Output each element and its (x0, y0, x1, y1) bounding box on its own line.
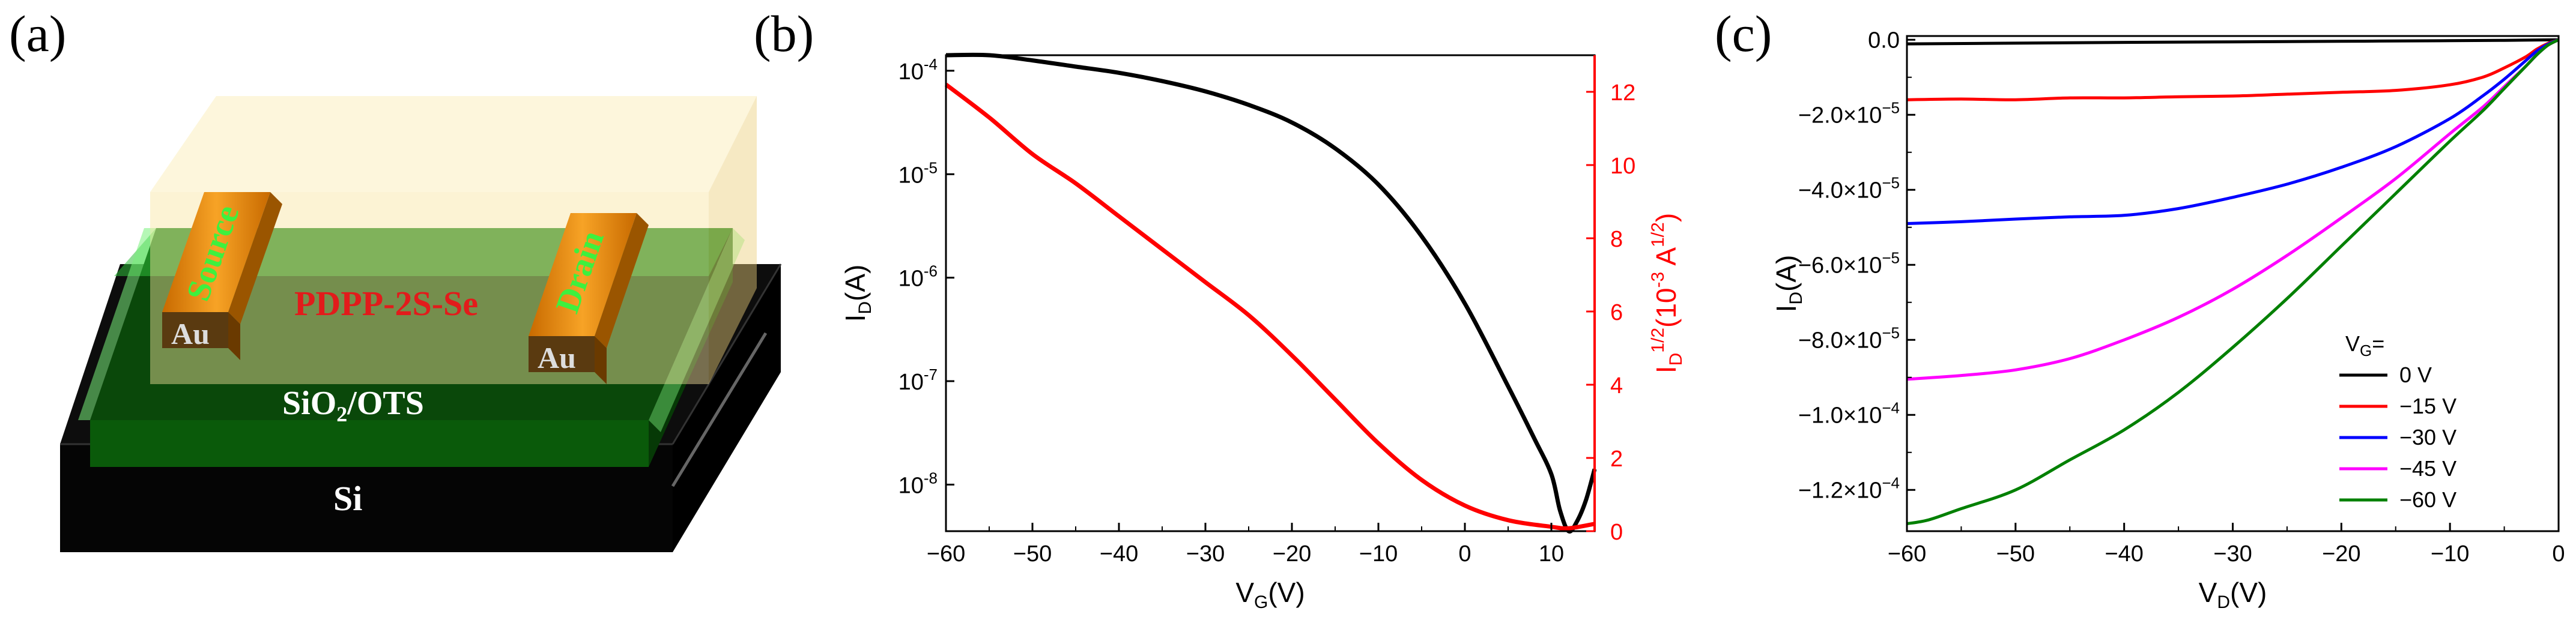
x-tick-label: −10 (2431, 541, 2469, 567)
x-tick-label: −40 (1100, 541, 1138, 567)
y-axis-title-rest: (A) (1771, 255, 1802, 292)
x-tick-label: −20 (2322, 541, 2360, 567)
x-tick-label: 0 (2552, 541, 2565, 567)
legend-label: −60 V (2399, 487, 2456, 512)
drain-electrode (529, 213, 649, 384)
y-right-title-sub: D (1666, 353, 1686, 366)
y-left-title-rest: (A) (840, 265, 871, 301)
y-axis-title: ID(A) (1771, 255, 1806, 313)
legend-label: −15 V (2399, 394, 2456, 418)
curve-vg-4 (1906, 38, 2560, 525)
y-axis-title-left: ID(A) (840, 265, 875, 322)
y-right-tick-label: 6 (1610, 300, 1623, 325)
legend-label: −30 V (2399, 425, 2456, 450)
y-left-tick-label: 10-8 (899, 469, 938, 498)
y-right-tick-label: 0 (1610, 520, 1623, 545)
dielectric-label-main: SiO (282, 385, 336, 422)
legend-title-rest: = (2372, 331, 2384, 356)
x-tick-label: −60 (927, 541, 965, 567)
y-right-tick-label: 10 (1610, 154, 1635, 179)
legend-title-sub: G (2360, 342, 2372, 360)
dielectric-label-sub: 2 (336, 402, 347, 426)
y-right-title-mid: (10 (1650, 288, 1682, 328)
legend-label: −45 V (2399, 456, 2456, 481)
x-tick-label: −10 (1359, 541, 1398, 567)
y-tick-label: −4.0×10−5 (1798, 173, 1900, 203)
au-left-label: Au (171, 317, 210, 351)
id-log-curve (945, 52, 1597, 534)
y-left-tick-label: 10-6 (899, 262, 938, 292)
curve-vg-1 (1906, 38, 2559, 101)
legend-title: VG= (2345, 331, 2384, 360)
x-tick-label: 10 (1539, 541, 1564, 567)
au-right-label: Au (538, 341, 576, 375)
dielectric-label-rest: /OTS (347, 385, 424, 422)
y-right-title-sup1: 1/2 (1648, 328, 1668, 353)
y-right-title-close: ) (1650, 213, 1682, 222)
curve-vg-3 (1906, 38, 2560, 381)
y-right-title-main: I (1650, 366, 1682, 373)
panel-label-b: (b) (754, 5, 814, 62)
y-tick-label: 0.0 (1868, 28, 1900, 53)
x-axis-title: VG(V) (1235, 577, 1305, 612)
y-right-tick-label: 12 (1610, 80, 1635, 106)
x-axis-title-sub: G (1254, 592, 1268, 612)
x-axis-title-sub: D (2217, 592, 2230, 612)
panel-label-a: (a) (9, 5, 66, 62)
x-axis-title-main: V (1235, 577, 1254, 608)
legend: VG= 0 V −15 V −30 V −45 V −60 V (2339, 331, 2456, 512)
y-axis-title-main: I (1771, 305, 1802, 313)
x-tick-label: −20 (1273, 541, 1311, 567)
y-left-title-main: I (840, 315, 871, 322)
y-tick-label: −1.2×10−4 (1798, 474, 1900, 503)
transfer-curve-chart: −60 −50 −40 −30 −20 −10 0 1010-410-510-610-710-… (840, 52, 1686, 612)
y-tick-label: −8.0×10−5 (1798, 324, 1900, 353)
y-left-tick-label: 10-5 (899, 158, 938, 188)
substrate-label: Si (333, 479, 362, 518)
y-right-title-sup2: -3 (1648, 272, 1668, 288)
x-tick-label: −30 (2213, 541, 2252, 567)
x-axis-title-rest: (V) (1268, 577, 1305, 608)
sqrt-id-curve (944, 83, 1595, 531)
device-schematic: Source Drain PDPP-2S-Se Au Au SiO2/OTS S… (60, 96, 782, 552)
plot-frame (945, 54, 1596, 532)
x-axis-title: VD(V) (2199, 577, 2267, 612)
y-right-title-unit: A (1650, 247, 1682, 272)
dielectric-label: SiO2/OTS (282, 385, 424, 426)
x-tick-label: −40 (2105, 541, 2143, 567)
legend-title-main: V (2345, 331, 2360, 356)
legend-label: 0 V (2399, 363, 2432, 387)
y-tick-label: −6.0×10−5 (1798, 248, 1900, 278)
curve-vg-0 (1906, 38, 2559, 46)
y-right-tick-label: 2 (1610, 447, 1623, 472)
source-electrode (162, 192, 282, 360)
x-axis-title-main: V (2199, 577, 2217, 608)
y-tick-label: −1.0×10−4 (1798, 399, 1900, 428)
y-right-title-sup3: 1/2 (1648, 222, 1668, 247)
x-tick-label: −30 (1186, 541, 1225, 567)
y-left-title-sub: D (855, 301, 875, 315)
y-right-tick-label: 8 (1610, 227, 1623, 252)
curve-vg-2 (1906, 38, 2559, 225)
semiconductor-label: PDPP-2S-Se (294, 284, 478, 323)
y-left-tick-label: 10-4 (899, 55, 938, 85)
x-tick-label: −60 (1888, 541, 1926, 567)
x-axis-title-rest: (V) (2230, 577, 2267, 608)
x-tick-label: 0 (1458, 541, 1471, 567)
x-tick-label: −50 (1013, 541, 1052, 567)
panel-label-c: (c) (1715, 5, 1772, 62)
x-tick-label: −50 (1996, 541, 2035, 567)
y-left-tick-label: 10-7 (899, 366, 938, 395)
y-axis-title-right: ID1/2(10-3 A1/2) (1648, 213, 1686, 373)
y-axis-title-sub: D (1786, 292, 1806, 305)
y-right-tick-label: 4 (1610, 373, 1623, 399)
y-tick-label: −2.0×10−5 (1798, 98, 1900, 128)
output-curve-chart: −60 −50 −40 −30 −20 −10 0 0.0 −2.0×10−5 −4.0×10−5… (1771, 28, 2565, 612)
